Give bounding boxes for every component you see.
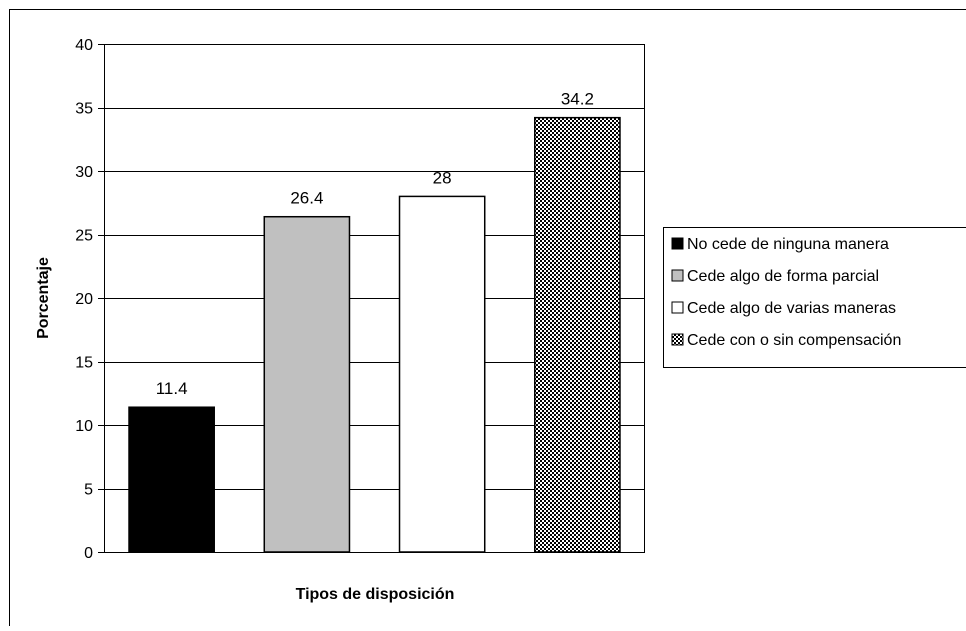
- legend: No cede de ninguna manera Cede algo de fo…: [664, 228, 966, 368]
- y-tick-label: 30: [75, 164, 93, 181]
- bar-data-label: 34.2: [561, 90, 594, 109]
- bar: [264, 217, 349, 552]
- y-axis-title: Porcentaje: [35, 257, 52, 339]
- y-tick-label: 20: [75, 291, 93, 308]
- bar-data-label: 26.4: [290, 189, 323, 208]
- bar: [129, 407, 214, 552]
- x-axis-title: Tipos de disposición: [296, 586, 455, 603]
- legend-label: Cede algo de varias maneras: [687, 300, 896, 317]
- legend-label: No cede de ninguna manera: [687, 236, 889, 253]
- bar: [400, 196, 485, 552]
- y-tick-label: 5: [84, 482, 93, 499]
- y-tick-label: 0: [84, 545, 93, 562]
- y-tick-label: 15: [75, 355, 93, 372]
- y-tick-label: 35: [75, 101, 93, 118]
- legend-swatch: [672, 302, 683, 313]
- bar: [535, 118, 620, 552]
- legend-swatch: [672, 238, 683, 249]
- legend-label: Cede algo de forma parcial: [687, 268, 879, 285]
- legend-swatch: [672, 270, 683, 281]
- bar-data-label: 11.4: [156, 379, 188, 398]
- y-tick-label: 10: [75, 418, 93, 435]
- legend-swatch: [672, 334, 683, 345]
- y-tick-label: 40: [75, 37, 93, 54]
- bar-data-label: 28: [433, 168, 452, 187]
- legend-label: Cede con o sin compensación: [687, 332, 901, 349]
- y-tick-label: 25: [75, 228, 93, 245]
